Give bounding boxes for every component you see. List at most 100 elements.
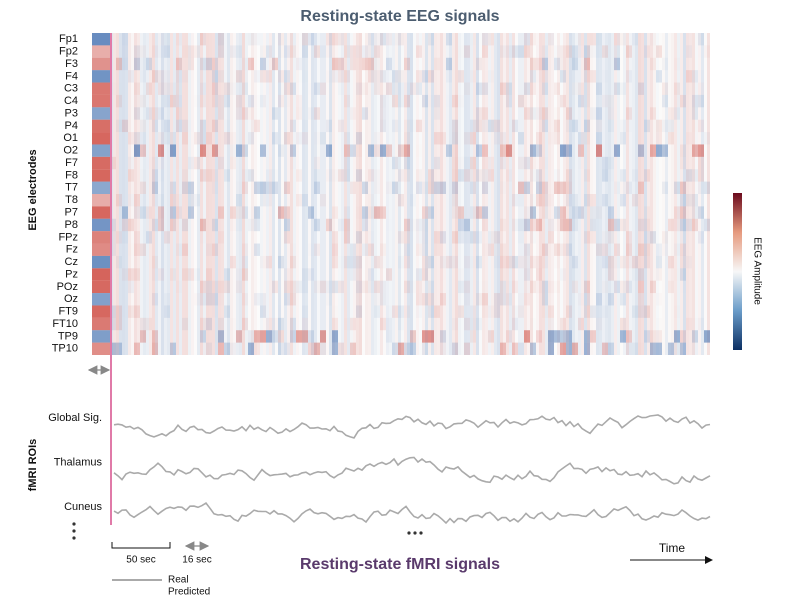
heat-cell xyxy=(404,305,410,317)
heat-cell xyxy=(146,82,152,95)
heat-cell xyxy=(644,255,650,269)
heat-cell xyxy=(668,107,674,120)
heat-cell xyxy=(494,132,500,145)
heat-cell xyxy=(632,169,638,181)
heat-cell xyxy=(518,255,524,269)
heat-cell xyxy=(650,231,656,244)
heat-cell xyxy=(506,293,512,306)
heat-cell xyxy=(248,57,254,71)
heat-cell xyxy=(524,281,530,293)
heat-stripe xyxy=(197,33,200,355)
heat-cell xyxy=(476,57,482,71)
heat-cell xyxy=(566,194,572,207)
heat-cell xyxy=(434,305,440,318)
heat-cell xyxy=(296,94,302,108)
heat-cell xyxy=(92,181,110,194)
heat-cell xyxy=(650,107,656,120)
heat-cell xyxy=(398,120,404,132)
heat-stripe xyxy=(494,33,497,355)
heat-cell xyxy=(512,268,518,280)
heat-cell xyxy=(548,132,554,144)
heat-cell xyxy=(212,330,218,342)
heat-cell xyxy=(620,33,626,46)
heat-cell xyxy=(614,280,620,294)
heat-cell xyxy=(704,330,710,343)
heat-cell xyxy=(176,57,182,71)
heat-cell xyxy=(374,70,380,83)
heat-cell xyxy=(200,305,206,317)
heat-cell xyxy=(152,268,158,280)
heat-cell xyxy=(440,342,446,355)
heat-cell xyxy=(128,268,134,281)
heat-cell xyxy=(380,317,386,331)
heat-stripe xyxy=(272,33,275,355)
heat-stripe xyxy=(158,33,161,355)
heat-cell xyxy=(182,132,188,145)
heat-cell xyxy=(488,33,494,46)
heat-cell xyxy=(626,342,632,355)
electrode-label: T8 xyxy=(65,194,78,206)
heat-stripe xyxy=(332,33,335,355)
heat-cell xyxy=(470,317,476,331)
heat-cell xyxy=(578,293,584,305)
scale-bar-label: 50 sec xyxy=(126,555,155,566)
heat-stripe xyxy=(374,33,377,355)
heat-cell xyxy=(626,280,632,294)
heat-cell xyxy=(356,82,362,95)
electrode-label: C3 xyxy=(64,83,78,95)
heat-cell xyxy=(428,305,434,318)
heat-cell xyxy=(536,255,542,269)
heat-cell xyxy=(590,305,596,318)
heat-cell xyxy=(284,82,290,95)
heat-cell xyxy=(542,157,548,169)
heat-cell xyxy=(620,330,626,343)
heat-cell xyxy=(110,231,116,244)
heat-cell xyxy=(476,293,482,306)
heat-cell xyxy=(296,132,302,145)
heat-cell xyxy=(656,318,662,330)
heat-cell xyxy=(368,243,374,256)
heat-cell xyxy=(632,194,638,207)
eeg-heatmap: Fp1Fp2F3F4C3C4P3P4O1O2F7F8T7T8P7P8FPzFzC… xyxy=(52,33,710,355)
heat-cell xyxy=(458,218,464,232)
heat-cell xyxy=(404,169,410,182)
heat-cell xyxy=(158,144,164,157)
heat-cell xyxy=(440,268,446,280)
heat-cell xyxy=(332,255,338,269)
heat-cell xyxy=(554,119,560,133)
heat-cell xyxy=(566,107,572,120)
heat-cell xyxy=(272,169,278,181)
heat-cell xyxy=(218,317,224,331)
heat-cell xyxy=(242,268,248,281)
heat-cell xyxy=(134,243,140,256)
heat-cell xyxy=(308,206,314,219)
heat-cell xyxy=(638,82,644,95)
heat-cell xyxy=(488,156,494,170)
heat-cell xyxy=(230,318,236,330)
heat-cell xyxy=(470,256,476,268)
heat-cell xyxy=(200,343,206,355)
heat-cell xyxy=(440,255,446,269)
heat-cell xyxy=(554,82,560,95)
heat-stripe xyxy=(464,33,467,355)
heat-cell xyxy=(404,156,410,170)
heat-cell xyxy=(602,255,608,269)
heat-cell xyxy=(122,57,128,71)
heat-cell xyxy=(152,181,158,194)
heat-cell xyxy=(572,255,578,269)
heat-cell xyxy=(212,94,218,108)
heat-cell xyxy=(140,181,146,194)
heat-cell xyxy=(290,33,296,45)
heat-cell xyxy=(464,317,470,331)
heat-cell xyxy=(200,231,206,243)
heat-cell xyxy=(518,293,524,305)
heat-cell xyxy=(692,218,698,232)
heat-stripe xyxy=(530,33,533,355)
heat-cell xyxy=(482,181,488,194)
heat-cell xyxy=(248,94,254,108)
heat-cell xyxy=(266,194,272,207)
heat-cell xyxy=(590,330,596,343)
heat-stripe xyxy=(572,33,575,355)
heat-cell xyxy=(272,280,278,294)
heat-cell xyxy=(446,33,452,46)
